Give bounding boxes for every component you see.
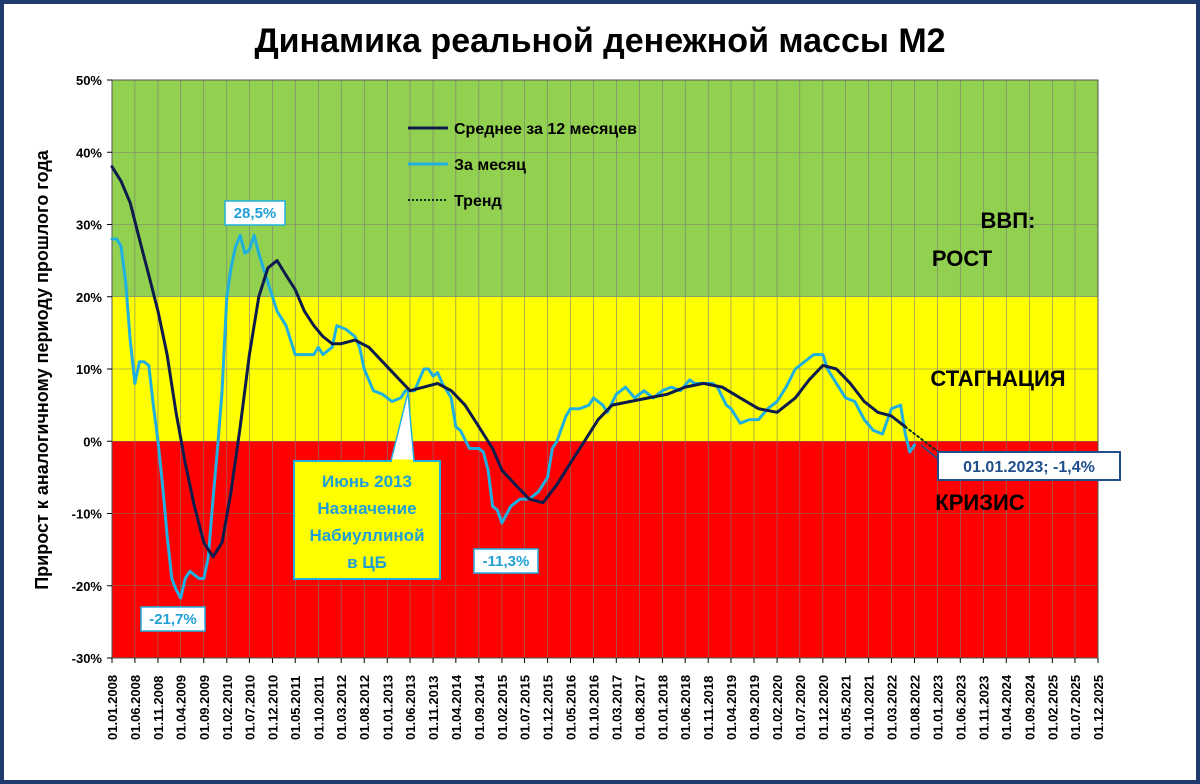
x-tick-label: 01.04.2014	[449, 674, 464, 740]
zone-label-vvp: ВВП:	[981, 208, 1036, 233]
annotation-nabiullina-line-4: в ЦБ	[347, 553, 387, 572]
x-tick-label: 01.07.2015	[518, 675, 533, 740]
x-tick-label: 01.05.2021	[839, 675, 854, 740]
legend: Среднее за 12 месяцев За месяц Тренд	[408, 121, 637, 210]
x-tick-label: 01.02.2010	[220, 675, 235, 740]
annotation-low-2009-label: -21,7%	[149, 611, 197, 628]
x-tick-label: 01.03.2022	[884, 675, 899, 740]
x-tick-label: 01.10.2011	[311, 676, 326, 740]
x-tick-label: 01.07.2010	[242, 675, 257, 740]
x-tick-label: 01.06.2023	[953, 675, 968, 740]
y-tick-label: -20%	[72, 579, 103, 594]
series-layer	[110, 165, 939, 600]
x-tick-label: 01.07.2020	[793, 675, 808, 740]
annotation-latest-leader	[920, 444, 939, 460]
x-tick-label: 01.01.2023	[931, 675, 946, 740]
x-tick-label: 01.02.2015	[495, 675, 510, 740]
zone-label-rost: РОСТ	[932, 246, 993, 271]
y-tick-label: -10%	[72, 507, 103, 522]
y-tick-label: 30%	[76, 218, 102, 233]
zone-band-0	[112, 441, 1098, 658]
x-tick-label: 01.08.2017	[632, 675, 647, 740]
x-tick-label: 01.09.2014	[472, 674, 487, 740]
y-axis-ticks: -30% -20% -10% 0% 10% 20% 30% 40% 50%	[72, 73, 112, 666]
annotation-nabiullina-line-3: Набиуллиной	[309, 526, 424, 545]
x-tick-label: 01.01.2013	[380, 675, 395, 740]
annotation-low-2015: -11,3%	[473, 548, 539, 574]
x-tick-label: 01.06.2018	[678, 675, 693, 740]
annotation-latest-box	[937, 451, 1121, 481]
x-tick-label: 01.04.2009	[174, 675, 189, 740]
y-tick-label: 20%	[76, 290, 102, 305]
x-tick-label: 01.06.2013	[403, 675, 418, 740]
x-axis-ticks: 01.01.2008 01.06.2008 01.11.2008 01.04.2009…	[105, 658, 1106, 740]
x-tick-label: 01.11.2008	[151, 676, 166, 740]
x-tick-label: 01.12.2025	[1091, 675, 1106, 740]
x-tick-label: 01.03.2017	[609, 675, 624, 740]
x-tick-label: 01.01.2008	[105, 675, 120, 740]
x-tick-label: 01.11.2013	[426, 676, 441, 740]
x-tick-label: 01.05.2011	[288, 676, 303, 740]
annotation-nabiullina-line-2: Назначение	[317, 499, 416, 518]
x-tick-label: 01.05.2016	[563, 675, 578, 740]
x-tick-label: 01.09.2024	[1022, 674, 1037, 740]
x-tick-label: 01.04.2019	[724, 675, 739, 740]
series-line-1	[110, 233, 916, 600]
annotation-low-2015-label: -11,3%	[483, 553, 530, 570]
y-tick-label: 40%	[76, 145, 102, 160]
chart-title: Динамика реальной денежной массы М2	[254, 22, 945, 60]
y-tick-label: -30%	[72, 651, 103, 666]
series-line-0	[110, 165, 907, 559]
zone-label-crisis: КРИЗИС	[935, 490, 1025, 515]
annotation-nabiullina-line-1: Июнь 2013	[322, 472, 412, 491]
annotation-low-2015-box	[473, 548, 539, 574]
x-tick-label: 01.09.2009	[197, 675, 212, 740]
x-tick-label: 01.02.2020	[770, 675, 785, 740]
annotation-latest: 01.01.2023; -1,4%	[920, 444, 1121, 481]
legend-label-trend: Тренд	[454, 193, 502, 210]
y-tick-label: 10%	[76, 362, 102, 377]
annotation-low-2009-box	[140, 606, 206, 632]
annotation-latest-label: 01.01.2023; -1,4%	[963, 459, 1095, 476]
y-tick-label: 50%	[76, 73, 102, 88]
annotation-peak: 28,5%	[224, 200, 286, 226]
annotation-nabiullina-box	[293, 460, 441, 580]
x-tick-label: 01.03.2012	[334, 675, 349, 740]
legend-label-month: За месяц	[454, 157, 526, 174]
x-tick-label: 01.01.2018	[655, 675, 670, 740]
x-tick-label: 01.08.2012	[357, 675, 372, 740]
legend-label-avg12: Среднее за 12 месяцев	[454, 121, 637, 138]
x-tick-label: 01.07.2025	[1068, 675, 1083, 740]
x-tick-label: 01.04.2024	[999, 674, 1014, 740]
annotation-peak-label: 28,5%	[234, 205, 277, 222]
zone-label-stagnation: СТАГНАЦИЯ	[930, 366, 1065, 391]
x-tick-label: 01.11.2018	[701, 676, 716, 740]
annotation-nabiullina: Июнь 2013 Назначение Набиуллиной в ЦБ	[293, 391, 441, 580]
series-line-2	[904, 425, 939, 453]
x-tick-label: 01.12.2015	[541, 675, 556, 740]
x-tick-label: 01.08.2022	[907, 675, 922, 740]
x-tick-label: 01.12.2010	[265, 675, 280, 740]
x-tick-label: 01.10.2021	[862, 675, 877, 740]
x-tick-label: 01.09.2019	[747, 675, 762, 740]
x-tick-label: 01.11.2023	[976, 676, 991, 740]
annotation-peak-box	[224, 200, 286, 226]
x-tick-label: 01.02.2025	[1045, 675, 1060, 740]
x-tick-label: 01.12.2020	[816, 675, 831, 740]
y-tick-label: 0%	[83, 434, 102, 449]
y-axis-label: Прирост к аналогичному периоду прошлого …	[32, 149, 52, 590]
x-tick-label: 01.10.2016	[587, 675, 602, 740]
x-tick-label: 01.06.2008	[128, 675, 143, 740]
annotation-low-2009: -21,7%	[140, 606, 206, 632]
